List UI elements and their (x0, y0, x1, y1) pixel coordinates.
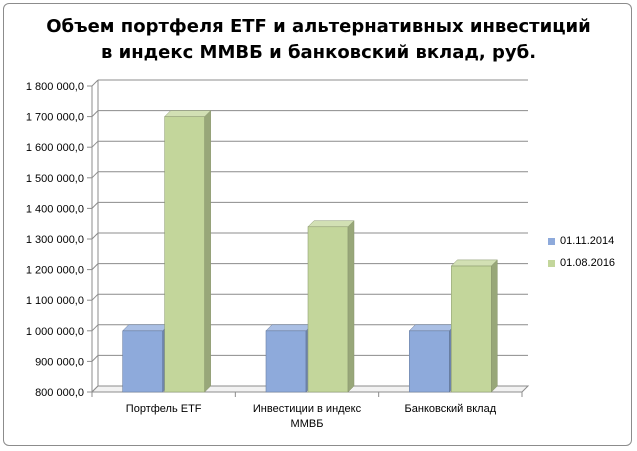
bars (122, 109, 498, 393)
category-label-1: Портфель ETF (126, 403, 202, 415)
chart-title-line-1: Объем портфеля ETF и альтернативных инве… (46, 16, 591, 37)
bar-side-2-1 (204, 109, 211, 393)
legend-label-series-2: 01.08.2016 (560, 257, 616, 269)
gridline-diagonal (91, 79, 99, 87)
legend-item-series-1: 01.11.2014 (548, 230, 615, 252)
bar-2-3 (451, 265, 492, 393)
chart-title-line-2: в индекс ММВБ и банковский вклад, руб. (100, 42, 537, 63)
bar-2-1 (164, 116, 205, 393)
y-tick-label: 1 700 000,0 (26, 112, 84, 124)
bar-1-3 (409, 330, 450, 393)
gridline-diagonal (91, 293, 99, 301)
bar-1-1 (122, 330, 163, 393)
legend-item-series-2: 01.08.2016 (548, 252, 615, 274)
bar-top-2-3 (450, 259, 498, 267)
gridline-diagonal (91, 324, 99, 332)
y-tick-label: 1 400 000,0 (26, 203, 84, 215)
gridline-diagonal (91, 263, 99, 270)
bar-top-1-3 (408, 324, 456, 332)
y-tick-label: 1 500 000,0 (26, 173, 84, 185)
category-label-3: Банковский вклад (405, 403, 497, 415)
legend-swatch-series-2 (548, 259, 555, 267)
gridline-diagonal (91, 355, 99, 362)
bar-2-2 (307, 226, 349, 393)
legend-swatch-series-1 (548, 237, 555, 245)
y-tick-label: 1 600 000,0 (26, 142, 84, 154)
y-axis-tick-labels: 800 000,0 900 000,0 1 000 000,0 1 100 000,0… (26, 81, 84, 399)
y-tick-label: 900 000,0 (35, 356, 84, 368)
bar-top-1-1 (122, 324, 170, 332)
bar-top-1-2 (265, 324, 313, 332)
bar-top-2-1 (164, 110, 212, 117)
legend-label-series-1: 01.11.2014 (560, 235, 615, 247)
bar-1-2 (265, 330, 307, 393)
bar-side-2-2 (347, 220, 355, 393)
gridline-diagonal (91, 110, 99, 117)
x-axis-category-labels: Портфель ETF Инвестиции в индекс ММВБ Банко… (126, 403, 497, 430)
y-tick-label: 1 100 000,0 (26, 295, 84, 307)
gridline-diagonal (91, 232, 99, 240)
chart-title: Объем портфеля ETF и альтернативных инве… (0, 14, 637, 66)
y-tick-label: 1 000 000,0 (26, 326, 84, 338)
bar-top-2-2 (307, 220, 355, 228)
category-label-2: Инвестиции в индекс ММВБ (253, 403, 362, 430)
y-tick-label: 800 000,0 (35, 387, 84, 399)
gridline-diagonal (91, 140, 99, 148)
gridline-diagonal (91, 202, 99, 209)
y-tick-label: 1 300 000,0 (26, 234, 84, 246)
y-tick-label: 1 800 000,0 (26, 81, 84, 93)
legend: 01.11.2014 01.08.2016 (548, 230, 615, 274)
bar-side-2-3 (491, 259, 498, 393)
y-tick-label: 1 200 000,0 (26, 265, 84, 277)
gridline-diagonal (91, 171, 99, 179)
